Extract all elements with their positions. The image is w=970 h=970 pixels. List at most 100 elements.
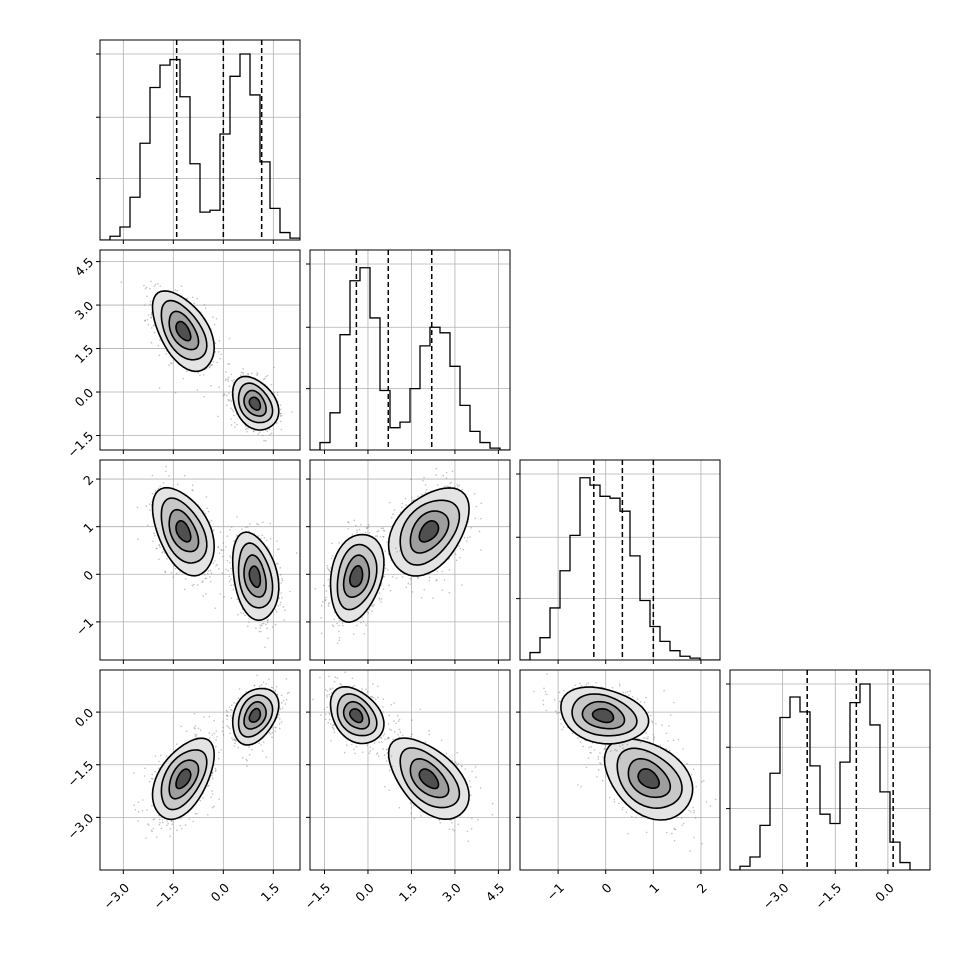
scatter-point (149, 287, 151, 290)
scatter-point (264, 375, 267, 378)
scatter-point (328, 585, 330, 587)
scatter-point (474, 517, 477, 520)
scatter-point (142, 799, 144, 801)
scatter-point (214, 351, 217, 353)
scatter-point (206, 507, 208, 510)
scatter-point (213, 732, 215, 735)
scatter-point (137, 538, 139, 540)
scatter-point (149, 509, 151, 511)
scatter-point (473, 492, 476, 495)
scatter-point (361, 616, 364, 619)
scatter-point (444, 485, 446, 487)
scatter-point (446, 485, 449, 487)
scatter-point (184, 578, 187, 580)
scatter-point (394, 547, 397, 549)
scatter-point (158, 760, 160, 763)
scatter-point (262, 521, 264, 523)
scatter-point (197, 727, 200, 730)
scatter-point (480, 549, 482, 551)
scatter-point (218, 568, 220, 570)
scatter-point (323, 584, 325, 587)
scatter-point (204, 593, 207, 595)
scatter-point (154, 489, 157, 492)
contour-level (248, 565, 262, 589)
scatter-point (230, 567, 232, 570)
scatter-point (423, 476, 425, 479)
scatter-point (228, 580, 231, 583)
scatter-point (216, 361, 218, 364)
scatter-point (151, 830, 153, 833)
scatter-point (220, 549, 223, 552)
scatter-point (279, 601, 282, 604)
scatter-point (225, 378, 227, 380)
scatter-point (219, 531, 222, 533)
panel-0-0 (96, 39, 301, 244)
scatter-point (245, 427, 248, 430)
contour-level (248, 396, 262, 411)
scatter-point (199, 799, 202, 802)
scatter-point (172, 576, 175, 578)
scatter-point (325, 590, 328, 592)
scatter-point (352, 633, 355, 635)
scatter-point (327, 568, 330, 571)
scatter-point (210, 519, 213, 522)
scatter-point (227, 363, 229, 365)
scatter-point (152, 540, 154, 543)
scatter-point (371, 610, 373, 613)
scatter-point (158, 354, 161, 357)
y-tick-label: 3.0 (72, 298, 97, 323)
scatter-point (185, 370, 188, 373)
scatter-point (230, 556, 232, 559)
scatter-point (465, 540, 468, 542)
scatter-point (218, 386, 220, 388)
scatter-point (420, 493, 423, 496)
scatter-point (435, 579, 437, 582)
scatter-point (417, 495, 419, 498)
scatter-point (364, 531, 367, 534)
scatter-point (356, 529, 358, 531)
panel-plot-area (100, 460, 300, 660)
scatter-point (223, 394, 226, 396)
scatter-point (196, 812, 198, 815)
scatter-point (291, 411, 293, 413)
scatter-point (196, 389, 199, 391)
scatter-point (461, 488, 464, 491)
scatter-point (380, 598, 383, 600)
scatter-point (280, 412, 282, 415)
scatter-point (146, 295, 148, 298)
scatter-point (258, 630, 261, 633)
scatter-point (244, 425, 247, 427)
scatter-point (436, 484, 439, 486)
scatter-point (246, 430, 248, 433)
scatter-point (211, 806, 214, 809)
scatter-point (409, 577, 412, 580)
scatter-point (188, 818, 191, 820)
scatter-point (225, 568, 227, 571)
scatter-point (211, 790, 213, 792)
scatter-point (331, 555, 334, 557)
scatter-point (149, 303, 152, 306)
scatter-point (327, 578, 330, 581)
scatter-point (227, 569, 230, 572)
scatter-point (321, 600, 324, 603)
scatter-point (417, 577, 420, 580)
scatter-point (186, 298, 188, 300)
scatter-point (154, 283, 157, 286)
scatter-point (215, 730, 218, 732)
scatter-point (260, 630, 262, 633)
scatter-point (146, 809, 148, 811)
scatter-point (347, 521, 350, 524)
scatter-point (278, 548, 280, 550)
scatter-point (195, 734, 198, 736)
scatter-point (466, 536, 469, 539)
scatter-point (191, 484, 194, 486)
scatter-point (279, 604, 281, 606)
scatter-point (383, 530, 386, 532)
scatter-point (214, 607, 216, 609)
scatter-point (450, 481, 453, 483)
scatter-point (144, 287, 147, 290)
scatter-point (279, 415, 282, 417)
scatter-point (137, 820, 139, 822)
scatter-point (157, 344, 160, 347)
scatter-point (191, 296, 194, 299)
